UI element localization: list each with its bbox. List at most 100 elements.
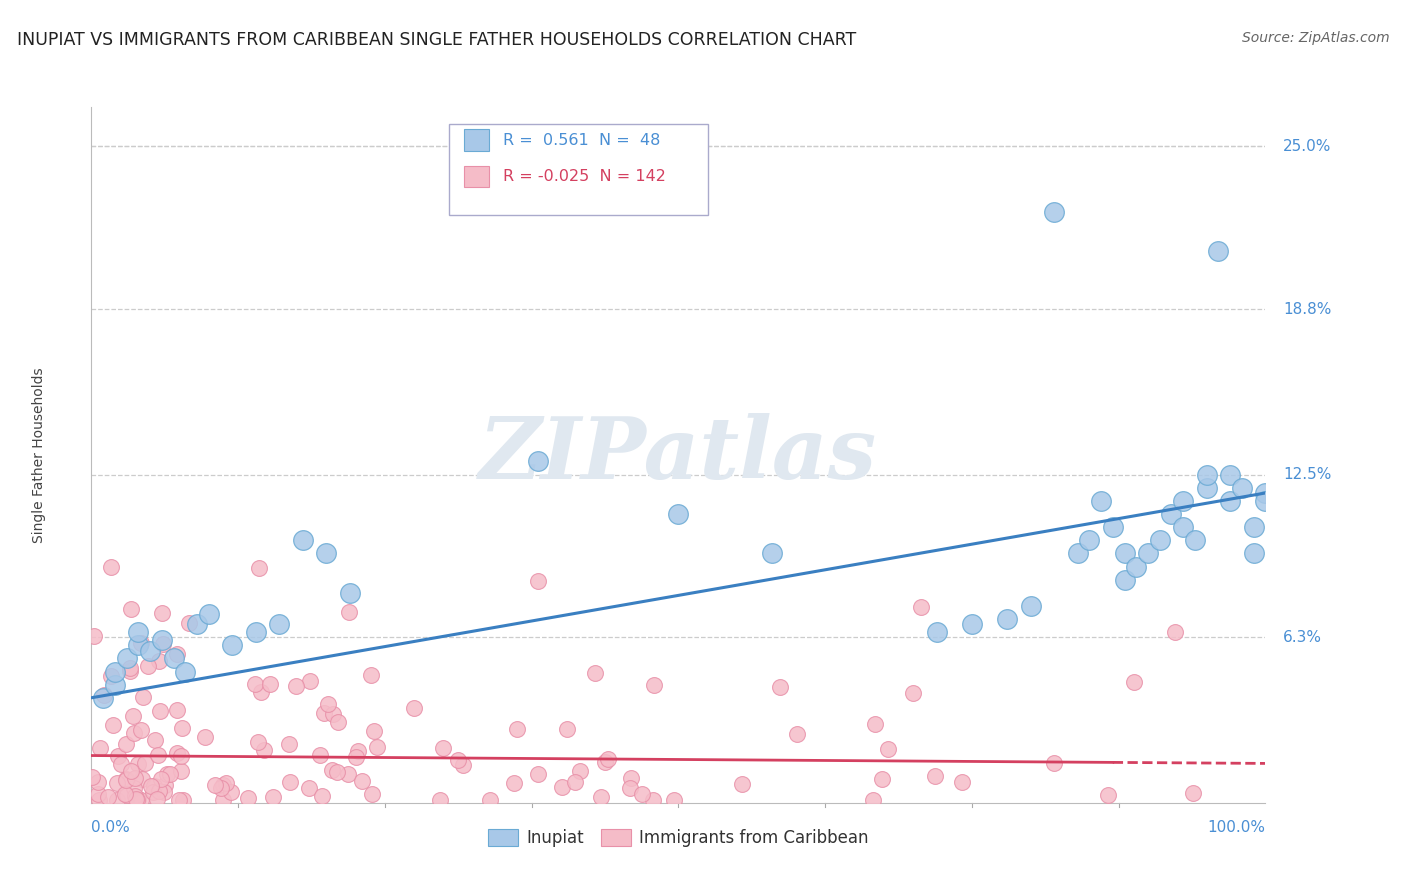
Point: [245, 677, 267, 691]
Point: [278, 737, 301, 751]
Point: [127, 638, 149, 652]
Point: [526, 454, 548, 468]
Point: [162, 651, 184, 665]
Text: R =  0.561  N =  48: R = 0.561 N = 48: [503, 133, 661, 148]
Point: [170, 748, 193, 763]
Point: [950, 775, 973, 789]
Point: [316, 698, 339, 712]
Point: [150, 772, 173, 786]
Point: [309, 747, 332, 762]
Point: [429, 793, 451, 807]
Point: [159, 767, 181, 781]
Point: [127, 625, 149, 640]
Point: [583, 666, 606, 681]
Point: [555, 722, 578, 736]
Point: [121, 709, 143, 723]
Point: [115, 651, 138, 665]
Point: [995, 612, 1018, 626]
Point: [247, 560, 270, 574]
Point: [1019, 599, 1042, 613]
Point: [1219, 467, 1241, 482]
Text: 18.8%: 18.8%: [1284, 301, 1331, 317]
Point: [366, 739, 388, 754]
Point: [404, 701, 426, 715]
Point: [786, 726, 808, 740]
Point: [197, 607, 219, 621]
Point: [115, 788, 138, 802]
Point: [97, 789, 120, 804]
Text: 25.0%: 25.0%: [1284, 139, 1331, 154]
Point: [215, 776, 238, 790]
Point: [641, 793, 664, 807]
Point: [209, 780, 232, 795]
Point: [115, 737, 138, 751]
Point: [131, 772, 153, 787]
Text: R = -0.025  N = 142: R = -0.025 N = 142: [503, 169, 666, 184]
Point: [110, 757, 132, 772]
Point: [247, 735, 270, 749]
Point: [363, 724, 385, 739]
Point: [132, 690, 155, 705]
Point: [122, 725, 145, 739]
Point: [872, 772, 894, 787]
Point: [1114, 573, 1136, 587]
Point: [120, 602, 142, 616]
Point: [104, 678, 127, 692]
Point: [148, 655, 170, 669]
Point: [166, 747, 188, 761]
Point: [432, 741, 454, 756]
Point: [174, 665, 197, 679]
Point: [186, 617, 208, 632]
Point: [148, 783, 170, 797]
Point: [105, 776, 128, 790]
Point: [129, 793, 152, 807]
Point: [1101, 520, 1123, 534]
Point: [960, 617, 983, 632]
Point: [221, 638, 243, 652]
Point: [156, 766, 179, 780]
Point: [211, 793, 233, 807]
Point: [177, 615, 200, 630]
Point: [172, 793, 194, 807]
Point: [236, 790, 259, 805]
Point: [120, 664, 142, 678]
Point: [1122, 675, 1144, 690]
Point: [1160, 507, 1182, 521]
Point: [925, 625, 948, 640]
Point: [152, 637, 174, 651]
Point: [87, 787, 110, 801]
Point: [326, 714, 349, 729]
Point: [146, 792, 169, 806]
Point: [1097, 788, 1119, 802]
Point: [1078, 533, 1101, 548]
Point: [527, 767, 550, 781]
Point: [551, 780, 574, 794]
Point: [150, 607, 173, 621]
Point: [1195, 467, 1218, 482]
Point: [337, 605, 360, 619]
Point: [877, 741, 900, 756]
Point: [291, 533, 314, 548]
Point: [269, 617, 291, 632]
Point: [120, 661, 142, 675]
Point: [100, 559, 122, 574]
Point: [596, 752, 619, 766]
Point: [1181, 786, 1204, 800]
Point: [204, 778, 226, 792]
Point: [910, 599, 932, 614]
Point: [924, 768, 946, 782]
Point: [142, 784, 165, 798]
Point: [153, 779, 176, 793]
Text: 100.0%: 100.0%: [1208, 821, 1265, 835]
Text: Single Father Households: Single Father Households: [31, 368, 45, 542]
Bar: [464, 129, 489, 151]
Point: [297, 781, 319, 796]
Point: [527, 574, 550, 589]
Text: Source: ZipAtlas.com: Source: ZipAtlas.com: [1241, 31, 1389, 45]
Point: [314, 706, 336, 720]
Point: [250, 685, 273, 699]
Point: [901, 686, 924, 700]
Point: [506, 723, 529, 737]
Point: [666, 507, 689, 521]
Point: [299, 674, 322, 689]
